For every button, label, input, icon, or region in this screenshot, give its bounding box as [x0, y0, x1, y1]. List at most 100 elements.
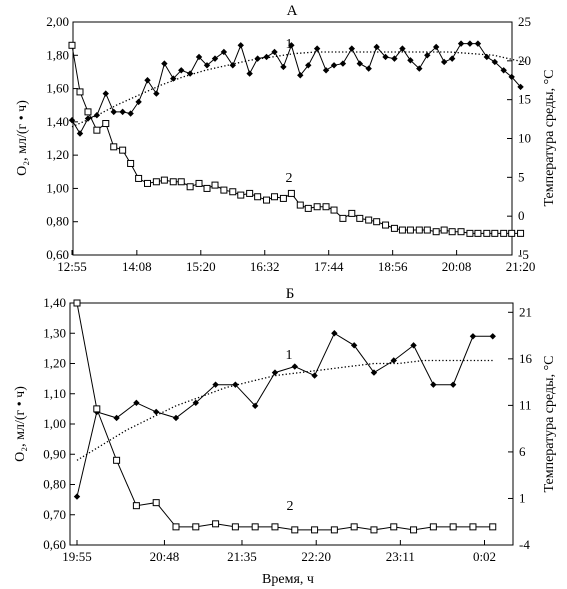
- series-1-point: [93, 112, 101, 119]
- series-2-point: [229, 188, 237, 196]
- series-1-point: [305, 62, 312, 69]
- panel-b-y-ticks: 0,60 0,70 0,80 0,90 1,00 1,10 1,20 1,30 1,40: [43, 295, 75, 552]
- series-1-point: [291, 363, 298, 370]
- series-1-point: [365, 65, 372, 72]
- series-2-point: [330, 526, 338, 534]
- series-1-point: [152, 408, 160, 416]
- series-1-point: [170, 75, 177, 82]
- series-1-point: [153, 90, 160, 97]
- series-2-point: [135, 174, 143, 182]
- series-2-point: [330, 206, 338, 214]
- y2-tick-label: 5: [518, 169, 525, 184]
- series-1-point: [212, 381, 219, 388]
- series-1-point: [280, 63, 287, 71]
- panel-a-series-1-label: 1: [286, 37, 293, 52]
- series-2-point: [457, 228, 465, 236]
- panel-b-series-1-label: 1: [286, 348, 293, 363]
- series-2-point: [102, 120, 110, 128]
- series-1-point: [373, 43, 380, 51]
- series-1-point: [76, 130, 84, 137]
- x-tick-label: 21:35: [227, 549, 257, 564]
- series-1-point: [322, 67, 330, 74]
- series-1-point: [237, 42, 244, 49]
- series-1-point: [297, 72, 304, 79]
- series-2-point: [203, 184, 211, 192]
- series-1-point: [416, 65, 423, 72]
- series-2-point: [500, 229, 508, 237]
- series-2-line: [71, 45, 521, 234]
- x-tick-label: 17:44: [314, 259, 344, 274]
- series-2-point: [211, 181, 219, 189]
- series-2-point: [186, 183, 194, 191]
- y2-tick-label: 16: [519, 351, 533, 366]
- series-2-point: [291, 526, 299, 534]
- y-tick-label: 0,70: [43, 507, 66, 522]
- y2-tick-label: 11: [519, 397, 532, 412]
- y-tick-label: 1,00: [46, 180, 69, 195]
- series-2-point: [466, 229, 474, 237]
- series-1-point: [391, 55, 398, 62]
- series-1-point: [102, 90, 109, 97]
- series-2-point: [76, 88, 84, 96]
- series-1-point: [271, 48, 278, 56]
- panel-b-x-ticks: 19:55 20:48 21:35 22:20 23:11 0:02: [62, 540, 496, 564]
- y-tick-label: 1,20: [43, 356, 66, 371]
- x-tick-label: 12:55: [57, 259, 87, 274]
- series-1-point: [192, 399, 199, 407]
- series-1-point: [489, 333, 496, 340]
- y2-tick-label: 10: [518, 131, 531, 146]
- y-tick-label: 0,60: [46, 247, 69, 262]
- series-1-point: [331, 330, 338, 337]
- y-tick-label: 1,00: [43, 416, 66, 431]
- series-1-point: [68, 116, 76, 124]
- y2-tick-label: -5: [518, 247, 529, 262]
- series-2-point: [287, 189, 295, 197]
- series-1-point: [144, 77, 151, 84]
- series-2-point: [263, 196, 271, 204]
- series-2-point: [398, 226, 406, 234]
- series-2-point: [339, 214, 347, 222]
- series-1-point: [186, 70, 194, 77]
- series-2-point: [382, 221, 390, 229]
- series-2-point: [177, 178, 185, 186]
- y-tick-label: 1,40: [43, 295, 66, 310]
- series-2-point: [84, 108, 92, 116]
- series-1-point: [330, 62, 338, 69]
- y-tick-label: 0,80: [43, 477, 66, 492]
- y-tick-label: 0,90: [43, 446, 66, 461]
- series-1-point: [203, 62, 211, 69]
- panel-a: А O₂, мл/(г • ч) Температура среды, °С 0…: [15, 3, 557, 274]
- y-tick-label: 1,30: [43, 325, 66, 340]
- series-1-point: [483, 53, 491, 61]
- y-tick-label: 0,80: [46, 214, 69, 229]
- series-2-point: [251, 523, 259, 531]
- series-2-point: [220, 186, 228, 194]
- series-1-point: [135, 98, 142, 106]
- panel-a-title: А: [287, 3, 298, 19]
- series-2-point: [432, 228, 440, 236]
- trendline-series-1: [71, 51, 526, 128]
- series-2-point: [390, 523, 398, 531]
- series-1-point: [288, 42, 295, 49]
- trendline-series-1: [76, 359, 493, 461]
- panel-b: Б O₂, мл/(г • ч) Температура среды, °С 0…: [13, 286, 557, 564]
- series-2-point: [348, 209, 356, 217]
- series-2-point: [429, 523, 437, 531]
- y-tick-label: 2,00: [46, 14, 69, 29]
- panel-a-y2-ticks: -5 0 5 10 15 20 25: [507, 14, 531, 262]
- y2-tick-label: 6: [519, 444, 526, 459]
- panel-a-frame: [72, 21, 513, 256]
- series-1-point: [517, 83, 524, 91]
- series-1-point: [172, 414, 180, 422]
- series-1-point: [399, 45, 406, 52]
- series-1-point: [390, 357, 397, 364]
- series-2-point: [449, 523, 457, 531]
- series-2-point: [279, 194, 287, 202]
- x-tick-label: 20:48: [150, 549, 180, 564]
- series-1-point: [430, 381, 437, 388]
- series-1-point: [339, 60, 347, 67]
- series-2-point: [448, 228, 456, 236]
- series-1-point: [127, 110, 134, 117]
- panel-a-x-ticks: 12:55 14:08 15:20 16:32 17:44 18:56 20:08 21:20: [57, 250, 535, 274]
